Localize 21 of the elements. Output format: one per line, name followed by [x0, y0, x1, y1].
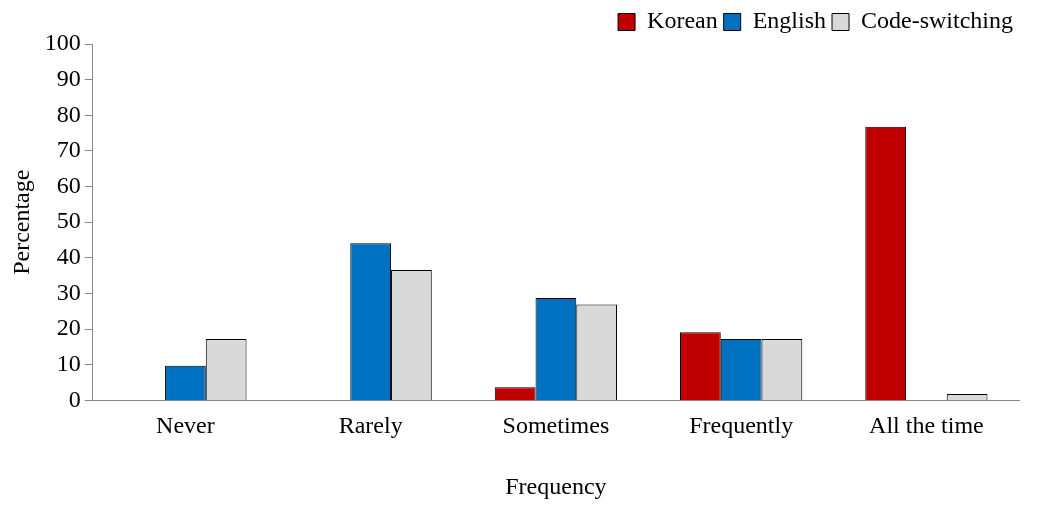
y-tick-label: 80 [56, 100, 81, 127]
y-tick-label: 20 [56, 314, 81, 341]
x-axis-title: Frequency [505, 472, 607, 499]
legend-label: Code-switching [861, 7, 1013, 34]
y-tick-label: 90 [56, 64, 81, 91]
y-tick-label: 40 [56, 243, 81, 270]
y-tick-label: 50 [56, 207, 81, 234]
y-tick-label: 70 [56, 136, 81, 163]
y-tick-label: 100 [44, 29, 81, 56]
x-tick-label: Rarely [338, 412, 403, 439]
y-tick-label: 60 [56, 171, 81, 198]
x-tick-label: Frequently [689, 412, 794, 439]
x-tick-label: All the time [869, 412, 984, 439]
y-tick-label: 10 [56, 350, 81, 377]
y-axis-title: Percentage [7, 169, 34, 275]
y-tick-label: 0 [68, 385, 81, 412]
legend-label: English [752, 7, 827, 34]
legend-label: Korean [647, 7, 718, 34]
x-tick-label: Sometimes [502, 412, 610, 439]
y-tick-label: 30 [56, 278, 81, 305]
x-tick-label: Never [156, 412, 215, 439]
